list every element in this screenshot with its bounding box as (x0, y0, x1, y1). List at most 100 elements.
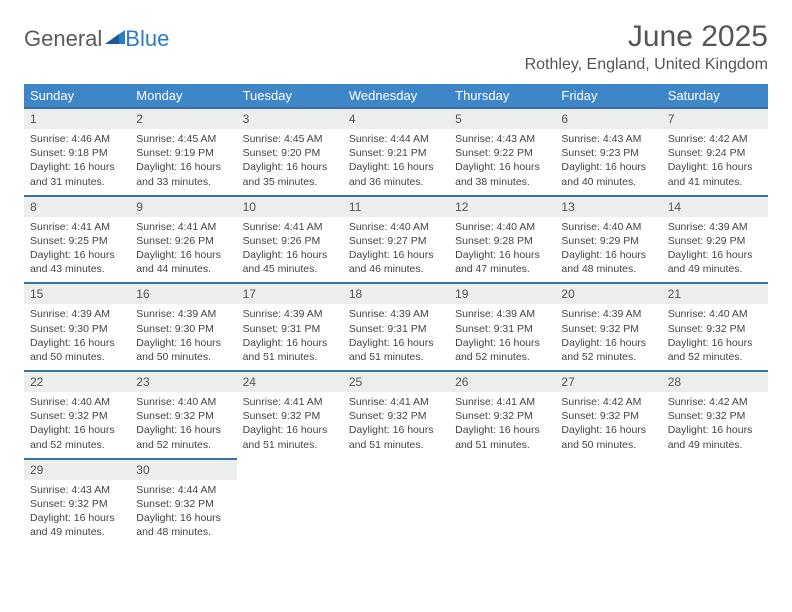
day-body: Sunrise: 4:39 AMSunset: 9:32 PMDaylight:… (555, 304, 661, 370)
calendar-cell: 12Sunrise: 4:40 AMSunset: 9:28 PMDayligh… (449, 196, 555, 284)
day-body: Sunrise: 4:41 AMSunset: 9:26 PMDaylight:… (237, 217, 343, 283)
day-body: Sunrise: 4:40 AMSunset: 9:32 PMDaylight:… (662, 304, 768, 370)
day-body: Sunrise: 4:39 AMSunset: 9:30 PMDaylight:… (130, 304, 236, 370)
day-number: 5 (449, 109, 555, 129)
title-block: June 2025 Rothley, England, United Kingd… (525, 20, 768, 74)
calendar-cell: 1Sunrise: 4:46 AMSunset: 9:18 PMDaylight… (24, 108, 130, 196)
calendar-cell: 4Sunrise: 4:44 AMSunset: 9:21 PMDaylight… (343, 108, 449, 196)
day-body: Sunrise: 4:40 AMSunset: 9:27 PMDaylight:… (343, 217, 449, 283)
day-body: Sunrise: 4:41 AMSunset: 9:32 PMDaylight:… (237, 392, 343, 458)
logo-triangle-icon (105, 24, 125, 50)
day-number: 1 (24, 109, 130, 129)
calendar-cell: 8Sunrise: 4:41 AMSunset: 9:25 PMDaylight… (24, 196, 130, 284)
day-body: Sunrise: 4:45 AMSunset: 9:19 PMDaylight:… (130, 129, 236, 195)
day-body: Sunrise: 4:40 AMSunset: 9:32 PMDaylight:… (24, 392, 130, 458)
day-body: Sunrise: 4:42 AMSunset: 9:32 PMDaylight:… (662, 392, 768, 458)
calendar-cell-empty (662, 459, 768, 546)
calendar-cell: 30Sunrise: 4:44 AMSunset: 9:32 PMDayligh… (130, 459, 236, 546)
day-header: Wednesday (343, 84, 449, 108)
calendar-cell: 27Sunrise: 4:42 AMSunset: 9:32 PMDayligh… (555, 371, 661, 459)
logo: General Blue (24, 20, 169, 52)
day-number: 17 (237, 284, 343, 304)
logo-text-a: General (24, 26, 102, 52)
day-number: 22 (24, 372, 130, 392)
calendar-cell: 26Sunrise: 4:41 AMSunset: 9:32 PMDayligh… (449, 371, 555, 459)
day-body: Sunrise: 4:44 AMSunset: 9:21 PMDaylight:… (343, 129, 449, 195)
day-header: Monday (130, 84, 236, 108)
calendar-cell: 28Sunrise: 4:42 AMSunset: 9:32 PMDayligh… (662, 371, 768, 459)
day-header: Friday (555, 84, 661, 108)
day-body: Sunrise: 4:46 AMSunset: 9:18 PMDaylight:… (24, 129, 130, 195)
calendar-body: 1Sunrise: 4:46 AMSunset: 9:18 PMDaylight… (24, 108, 768, 545)
day-body: Sunrise: 4:41 AMSunset: 9:32 PMDaylight:… (343, 392, 449, 458)
calendar-table: SundayMondayTuesdayWednesdayThursdayFrid… (24, 84, 768, 545)
calendar-row: 1Sunrise: 4:46 AMSunset: 9:18 PMDaylight… (24, 108, 768, 196)
calendar-row: 29Sunrise: 4:43 AMSunset: 9:32 PMDayligh… (24, 459, 768, 546)
day-number: 16 (130, 284, 236, 304)
day-number: 6 (555, 109, 661, 129)
day-number: 15 (24, 284, 130, 304)
day-body: Sunrise: 4:40 AMSunset: 9:32 PMDaylight:… (130, 392, 236, 458)
calendar-cell: 18Sunrise: 4:39 AMSunset: 9:31 PMDayligh… (343, 283, 449, 371)
day-body: Sunrise: 4:45 AMSunset: 9:20 PMDaylight:… (237, 129, 343, 195)
calendar-cell: 25Sunrise: 4:41 AMSunset: 9:32 PMDayligh… (343, 371, 449, 459)
page-title: June 2025 (525, 20, 768, 54)
day-number: 9 (130, 197, 236, 217)
day-number: 18 (343, 284, 449, 304)
calendar-cell: 20Sunrise: 4:39 AMSunset: 9:32 PMDayligh… (555, 283, 661, 371)
page-subtitle: Rothley, England, United Kingdom (525, 56, 768, 74)
day-body: Sunrise: 4:42 AMSunset: 9:32 PMDaylight:… (555, 392, 661, 458)
calendar-cell: 7Sunrise: 4:42 AMSunset: 9:24 PMDaylight… (662, 108, 768, 196)
calendar-cell: 16Sunrise: 4:39 AMSunset: 9:30 PMDayligh… (130, 283, 236, 371)
day-number: 21 (662, 284, 768, 304)
day-number: 13 (555, 197, 661, 217)
calendar-row: 15Sunrise: 4:39 AMSunset: 9:30 PMDayligh… (24, 283, 768, 371)
day-number: 28 (662, 372, 768, 392)
day-body: Sunrise: 4:43 AMSunset: 9:23 PMDaylight:… (555, 129, 661, 195)
day-number: 11 (343, 197, 449, 217)
day-number: 20 (555, 284, 661, 304)
day-number: 25 (343, 372, 449, 392)
day-header: Thursday (449, 84, 555, 108)
calendar-cell: 9Sunrise: 4:41 AMSunset: 9:26 PMDaylight… (130, 196, 236, 284)
calendar-cell: 13Sunrise: 4:40 AMSunset: 9:29 PMDayligh… (555, 196, 661, 284)
calendar-cell: 14Sunrise: 4:39 AMSunset: 9:29 PMDayligh… (662, 196, 768, 284)
day-number: 7 (662, 109, 768, 129)
day-body: Sunrise: 4:42 AMSunset: 9:24 PMDaylight:… (662, 129, 768, 195)
calendar-cell: 29Sunrise: 4:43 AMSunset: 9:32 PMDayligh… (24, 459, 130, 546)
calendar-cell: 11Sunrise: 4:40 AMSunset: 9:27 PMDayligh… (343, 196, 449, 284)
day-number: 30 (130, 460, 236, 480)
calendar-cell: 24Sunrise: 4:41 AMSunset: 9:32 PMDayligh… (237, 371, 343, 459)
header: General Blue June 2025 Rothley, England,… (24, 20, 768, 74)
day-body: Sunrise: 4:44 AMSunset: 9:32 PMDaylight:… (130, 480, 236, 546)
day-number: 19 (449, 284, 555, 304)
day-body: Sunrise: 4:40 AMSunset: 9:29 PMDaylight:… (555, 217, 661, 283)
calendar-cell: 6Sunrise: 4:43 AMSunset: 9:23 PMDaylight… (555, 108, 661, 196)
day-number: 2 (130, 109, 236, 129)
calendar-cell: 21Sunrise: 4:40 AMSunset: 9:32 PMDayligh… (662, 283, 768, 371)
calendar-cell: 17Sunrise: 4:39 AMSunset: 9:31 PMDayligh… (237, 283, 343, 371)
day-number: 23 (130, 372, 236, 392)
day-number: 10 (237, 197, 343, 217)
day-number: 8 (24, 197, 130, 217)
day-body: Sunrise: 4:41 AMSunset: 9:32 PMDaylight:… (449, 392, 555, 458)
day-number: 27 (555, 372, 661, 392)
day-body: Sunrise: 4:41 AMSunset: 9:26 PMDaylight:… (130, 217, 236, 283)
calendar-row: 22Sunrise: 4:40 AMSunset: 9:32 PMDayligh… (24, 371, 768, 459)
calendar-cell: 23Sunrise: 4:40 AMSunset: 9:32 PMDayligh… (130, 371, 236, 459)
calendar-cell-empty (237, 459, 343, 546)
day-header: Saturday (662, 84, 768, 108)
day-body: Sunrise: 4:43 AMSunset: 9:32 PMDaylight:… (24, 480, 130, 546)
calendar-cell: 10Sunrise: 4:41 AMSunset: 9:26 PMDayligh… (237, 196, 343, 284)
day-number: 3 (237, 109, 343, 129)
day-body: Sunrise: 4:40 AMSunset: 9:28 PMDaylight:… (449, 217, 555, 283)
day-number: 29 (24, 460, 130, 480)
calendar-cell: 3Sunrise: 4:45 AMSunset: 9:20 PMDaylight… (237, 108, 343, 196)
calendar-cell-empty (555, 459, 661, 546)
day-header: Tuesday (237, 84, 343, 108)
calendar-row: 8Sunrise: 4:41 AMSunset: 9:25 PMDaylight… (24, 196, 768, 284)
calendar-cell: 5Sunrise: 4:43 AMSunset: 9:22 PMDaylight… (449, 108, 555, 196)
logo-text-b: Blue (125, 26, 169, 52)
calendar-cell: 22Sunrise: 4:40 AMSunset: 9:32 PMDayligh… (24, 371, 130, 459)
day-number: 14 (662, 197, 768, 217)
